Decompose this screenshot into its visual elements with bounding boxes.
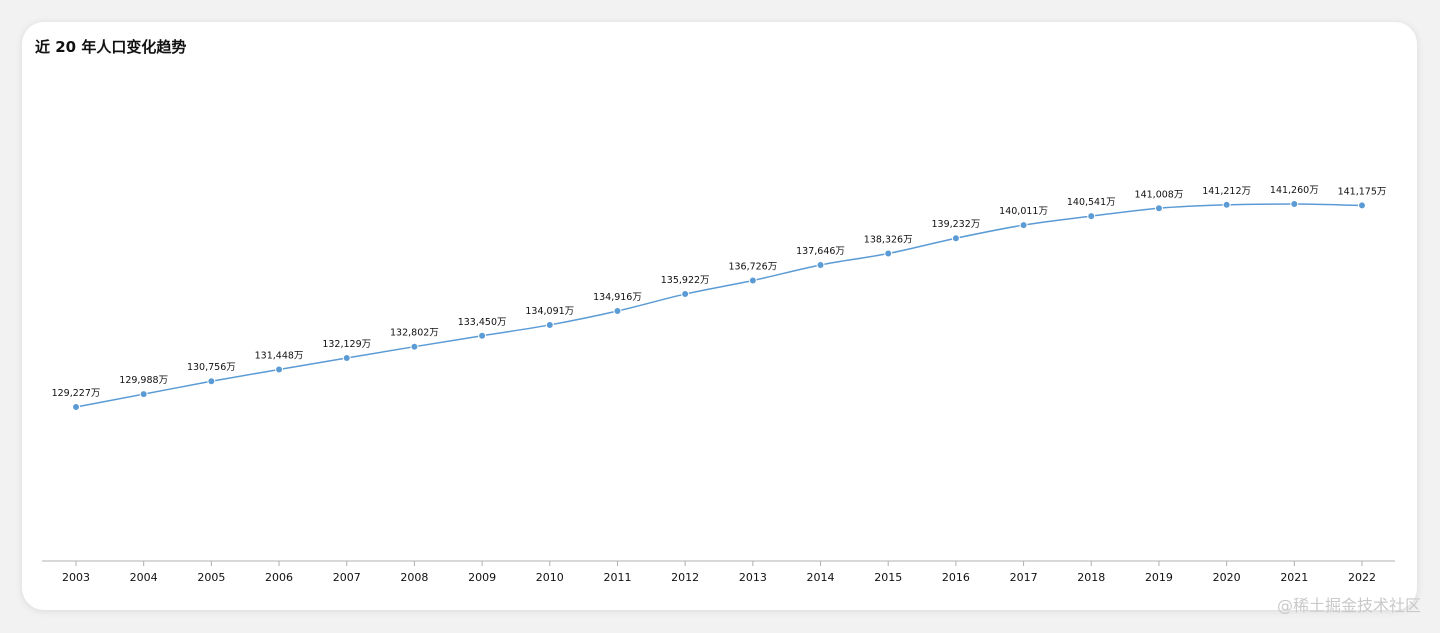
x-tick-label: 2017 <box>1010 571 1038 584</box>
x-tick-label: 2016 <box>942 571 970 584</box>
data-point[interactable] <box>1154 204 1163 213</box>
data-label: 141,008万 <box>1135 189 1184 200</box>
x-tick-label: 2009 <box>468 571 496 584</box>
data-label: 132,802万 <box>390 328 439 339</box>
data-point[interactable] <box>681 290 690 299</box>
data-points <box>72 200 1366 411</box>
data-point[interactable] <box>139 390 148 399</box>
x-axis: 2003 2004 2005 2006 2007 2008 2009 2010 2011 2012… <box>42 560 1395 584</box>
data-label: 134,091万 <box>525 306 574 317</box>
data-point[interactable] <box>342 354 351 363</box>
data-point[interactable] <box>1358 201 1366 210</box>
series-line <box>75 203 1363 408</box>
x-tick-label: 2011 <box>603 571 631 584</box>
data-point[interactable] <box>72 403 80 411</box>
x-tick-label: 2014 <box>807 571 835 584</box>
data-label: 141,260万 <box>1270 185 1319 196</box>
x-tick-label: 2003 <box>62 571 90 584</box>
x-tick-label: 2004 <box>130 571 158 584</box>
data-label: 131,448万 <box>255 351 304 362</box>
data-point[interactable] <box>545 320 554 329</box>
x-tick-label: 2018 <box>1077 571 1105 584</box>
x-tick-label: 2013 <box>739 571 767 584</box>
x-tick-label: 2005 <box>197 571 225 584</box>
data-label: 141,175万 <box>1338 186 1387 197</box>
data-label: 133,450万 <box>458 317 507 328</box>
watermark-text: @稀土掘金技术社区 <box>1276 596 1421 615</box>
data-label: 140,011万 <box>999 206 1048 217</box>
data-label: 129,988万 <box>119 375 168 386</box>
x-tick-label: 2015 <box>874 571 902 584</box>
data-point[interactable] <box>1290 200 1299 208</box>
series-line-group <box>75 203 1363 408</box>
data-point[interactable] <box>1087 212 1096 221</box>
data-point[interactable] <box>275 365 284 374</box>
x-tick-label: 2019 <box>1145 571 1173 584</box>
x-tick-label: 2010 <box>536 571 564 584</box>
x-tick-label: 2012 <box>671 571 699 584</box>
chart-card: 近 20 年人口变化趋势 2003 2004 2005 2006 2007 2008 200… <box>22 22 1417 610</box>
data-label: 140,541万 <box>1067 197 1116 208</box>
line-chart: 2003 2004 2005 2006 2007 2008 2009 2010 2011 2012… <box>42 185 1395 584</box>
x-tick-label: 2008 <box>400 571 428 584</box>
data-point[interactable] <box>748 276 757 285</box>
data-label: 135,922万 <box>661 275 710 286</box>
chart-title: 近 20 年人口变化趋势 <box>35 38 187 56</box>
data-point[interactable] <box>951 234 960 243</box>
data-point[interactable] <box>410 342 419 351</box>
data-label: 129,227万 <box>52 388 101 399</box>
data-label: 138,326万 <box>864 234 913 245</box>
data-label: 137,646万 <box>796 246 845 257</box>
data-label: 139,232万 <box>931 219 980 230</box>
data-point[interactable] <box>478 331 487 340</box>
data-point[interactable] <box>613 307 622 316</box>
x-tick-label: 2006 <box>265 571 293 584</box>
x-tick-label: 2007 <box>333 571 361 584</box>
data-label: 141,212万 <box>1202 186 1251 197</box>
data-point[interactable] <box>207 377 216 386</box>
data-labels: 129,227万 129,988万 130,756万 131,448万 132,129万… <box>52 185 1387 399</box>
x-tick-label: 2020 <box>1213 571 1241 584</box>
x-tick-label: 2021 <box>1280 571 1308 584</box>
data-point[interactable] <box>1222 200 1231 209</box>
data-point[interactable] <box>884 249 893 258</box>
data-label: 136,726万 <box>728 261 777 272</box>
data-label: 134,916万 <box>593 292 642 303</box>
data-label: 132,129万 <box>322 339 371 350</box>
data-label: 130,756万 <box>187 362 236 373</box>
x-tick-label: 2022 <box>1348 571 1376 584</box>
data-point[interactable] <box>1019 221 1028 230</box>
data-point[interactable] <box>816 260 825 269</box>
